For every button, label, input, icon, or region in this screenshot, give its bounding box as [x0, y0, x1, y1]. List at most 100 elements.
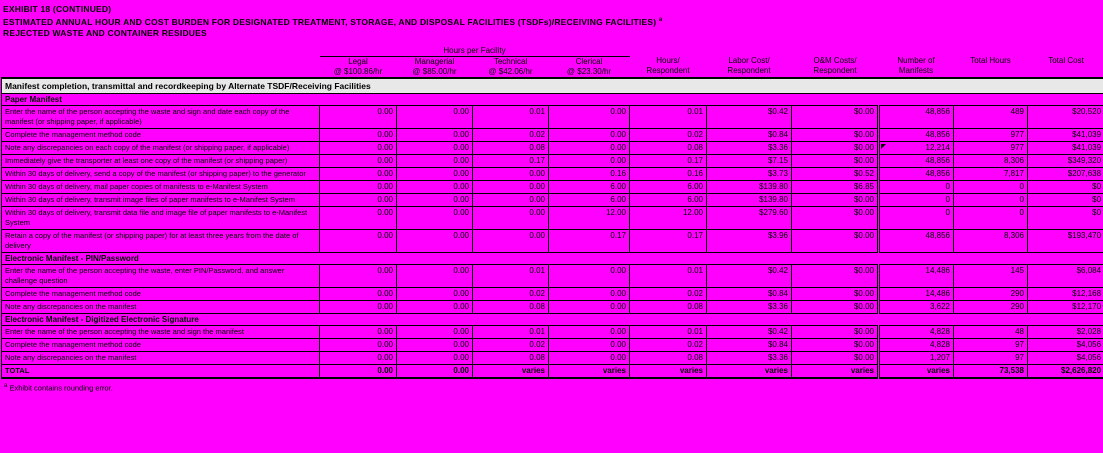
- column-sublabel: @ $23.30/hr: [566, 66, 612, 76]
- column-sublabel: Respondent: [727, 66, 771, 76]
- cell-value: 97: [953, 337, 1028, 352]
- total-cell-value: 0.00: [396, 363, 473, 379]
- cell-value: $139.80: [706, 179, 792, 194]
- cell-value: 0.08: [472, 299, 549, 314]
- table-body: Manifest completion, transmittal and rec…: [0, 76, 1103, 379]
- column-header-hours: Hours/Respondent: [630, 56, 707, 78]
- column-header-managerial: Managerial @ $85.00/hr: [397, 56, 473, 78]
- cell-value: 0.08: [472, 350, 549, 365]
- cell-value: 0.00: [472, 205, 549, 230]
- cell-value: $0: [1026, 192, 1103, 207]
- cell-value: 0: [953, 192, 1028, 207]
- column-label: Number of: [897, 56, 935, 66]
- cell-value: 0.00: [319, 286, 397, 301]
- column-label: Legal: [348, 56, 368, 66]
- cell-value: $12,168: [1026, 286, 1103, 301]
- title-footnote-ref: a: [658, 17, 663, 23]
- cell-value: $41,039: [1026, 140, 1103, 155]
- total-cell-value: varies: [706, 363, 792, 379]
- column-header-labor-cost: Labor Cost/Respondent: [707, 56, 792, 78]
- column-label: Total Cost: [1048, 56, 1084, 66]
- cell-value: 1,207: [877, 350, 954, 365]
- row-label: Complete the management method code: [1, 286, 320, 301]
- cell-value: 6.00: [548, 179, 630, 194]
- cell-value: 0.00: [548, 104, 630, 129]
- cell-value: $6.85: [791, 179, 879, 194]
- cell-value: $0: [1026, 205, 1103, 230]
- cell-value: $0.00: [791, 299, 879, 314]
- column-header-o-m-costs: O&M Costs/Respondent: [792, 56, 879, 78]
- cell-value: $4,056: [1026, 337, 1103, 352]
- cell-value: 48,856: [877, 166, 954, 181]
- cell-value: $3.36: [706, 350, 792, 365]
- cell-value: 6.00: [629, 192, 707, 207]
- cell-value: $0.00: [791, 192, 879, 207]
- cell-value: 0: [877, 179, 954, 194]
- table-row: Retain a copy of the manifest (or shippi…: [1, 228, 1103, 253]
- cell-value: 0.00: [548, 127, 630, 142]
- table-row: Complete the management method code 0.00 0…: [1, 127, 1103, 142]
- cell-value: 0.00: [548, 324, 630, 339]
- cell-value: 0.01: [472, 324, 549, 339]
- total-cell-value: varies: [791, 363, 879, 379]
- cell-value: 0.00: [396, 192, 473, 207]
- cell-value: 12.00: [629, 205, 707, 230]
- table-row: Enter the name of the person accepting t…: [1, 324, 1103, 339]
- cell-value: 0.00: [548, 140, 630, 155]
- total-cell-value: varies: [877, 363, 954, 379]
- cell-value: 0.17: [548, 228, 630, 253]
- table-row: Complete the management method code 0.00 0…: [1, 286, 1103, 301]
- cell-value: 6.00: [548, 192, 630, 207]
- cell-value: $0.84: [706, 286, 792, 301]
- cell-value: $193,470: [1026, 228, 1103, 253]
- cell-value: 97: [953, 350, 1028, 365]
- footnote-text: Exhibit contains rounding error.: [9, 383, 113, 393]
- cell-value: 0.01: [472, 104, 549, 129]
- total-cell-value: 0.00: [319, 363, 397, 379]
- table-row: Within 30 days of delivery, transmit ima…: [1, 192, 1103, 207]
- cell-value: 0.02: [629, 337, 707, 352]
- cell-value: $3.73: [706, 166, 792, 181]
- cell-value: 0.00: [319, 324, 397, 339]
- cell-value: 48,856: [877, 104, 954, 129]
- cell-value: 977: [953, 140, 1028, 155]
- cell-value: 0.01: [472, 263, 549, 288]
- column-header-technical: Technical @ $42.06/hr: [473, 56, 549, 78]
- cell-value: 0.02: [629, 127, 707, 142]
- cell-value: 12.00: [548, 205, 630, 230]
- row-label: Complete the management method code: [1, 337, 320, 352]
- total-cell-value: $2,626,820: [1026, 363, 1103, 379]
- row-label: Enter the name of the person accepting t…: [1, 324, 320, 339]
- column-label: Labor Cost/: [728, 56, 770, 66]
- cell-value: 0.00: [396, 350, 473, 365]
- page-title: EXHIBIT 18 (CONTINUED) ESTIMATED ANNUAL …: [0, 0, 1103, 39]
- cell-value: 48,856: [877, 228, 954, 253]
- cell-value: 0: [953, 179, 1028, 194]
- table-row: Note any discrepancies on each copy of t…: [1, 140, 1103, 155]
- row-label: Within 30 days of delivery, transmit dat…: [1, 205, 320, 230]
- cell-value: $0.84: [706, 337, 792, 352]
- cell-value: 0: [953, 205, 1028, 230]
- section-header: Paper Manifest: [0, 92, 1103, 106]
- column-header-clerical: Clerical @ $23.30/hr: [549, 56, 630, 78]
- cell-value: 0.01: [629, 324, 707, 339]
- cell-value: $139.80: [706, 192, 792, 207]
- cell-value: $0.00: [791, 205, 879, 230]
- cell-value: 489: [953, 104, 1028, 129]
- column-header-total-hours: Total Hours: [954, 56, 1028, 78]
- cell-value: 0.00: [396, 299, 473, 314]
- cell-value: 0.02: [472, 127, 549, 142]
- cell-value: 0.17: [629, 228, 707, 253]
- cell-value: $0.00: [791, 153, 879, 168]
- total-cell-value: varies: [472, 363, 549, 379]
- cell-value: $3.96: [706, 228, 792, 253]
- cell-value: 0.17: [472, 153, 549, 168]
- column-sublabel: @ $100.86/hr: [333, 66, 383, 76]
- column-header-legal: Legal @ $100.86/hr: [320, 56, 397, 78]
- row-label: Note any discrepancies on the manifest: [1, 350, 320, 365]
- column-sublabel: [956, 66, 1026, 76]
- row-label: Within 30 days of delivery, send a copy …: [1, 166, 320, 181]
- cell-value: 0.00: [319, 140, 397, 155]
- row-label: Retain a copy of the manifest (or shippi…: [1, 228, 320, 253]
- cell-value: 0.00: [396, 166, 473, 181]
